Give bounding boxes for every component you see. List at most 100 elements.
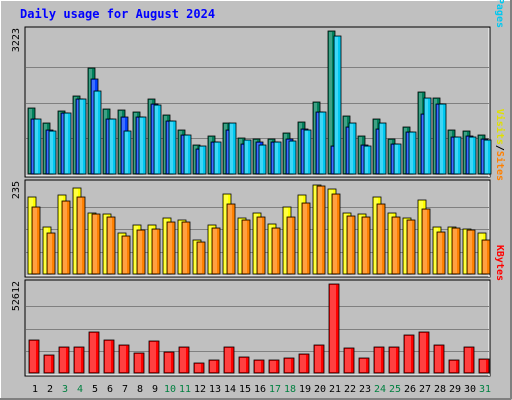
- bar-highlight: [378, 205, 382, 273]
- legend-item: Visits: [494, 109, 506, 145]
- bar-highlight: [164, 116, 167, 173]
- bar-highlight: [60, 348, 66, 372]
- bar-highlight: [479, 234, 483, 273]
- bar-highlight: [377, 130, 380, 173]
- bar-highlight: [422, 115, 425, 173]
- bar-highlight: [62, 114, 65, 173]
- x-tick-label: 16: [254, 384, 266, 395]
- bar-highlight: [318, 187, 322, 273]
- bar-highlight: [314, 103, 317, 173]
- bar-highlight: [200, 147, 203, 173]
- bar-highlight: [374, 198, 378, 273]
- bar-highlight: [210, 361, 216, 372]
- bar-highlight: [74, 189, 78, 273]
- bar-highlight: [395, 145, 398, 173]
- bar-highlight: [59, 112, 62, 173]
- bar-highlight: [347, 128, 350, 173]
- bar-highlight: [168, 223, 172, 273]
- bar-highlight: [78, 198, 82, 273]
- bar-highlight: [198, 243, 202, 273]
- bar-highlight: [134, 113, 137, 173]
- bar-highlight: [345, 349, 351, 372]
- bar-highlight: [362, 146, 365, 173]
- x-tick-label: 4: [77, 384, 83, 395]
- bar-highlight: [89, 214, 93, 273]
- x-tick-label: 7: [122, 384, 128, 395]
- bar-highlight: [164, 219, 168, 273]
- bar-highlight: [153, 230, 157, 273]
- bar-highlight: [329, 190, 333, 273]
- legend-item: KBytes: [494, 245, 505, 281]
- bar-highlight: [299, 123, 302, 173]
- bar-highlight: [407, 133, 410, 173]
- bar-highlight: [404, 128, 407, 173]
- bar-highlight: [285, 359, 291, 372]
- bar-highlight: [389, 214, 393, 273]
- bar-highlight: [450, 361, 456, 372]
- bar-highlight: [45, 356, 51, 372]
- bar-highlight: [123, 237, 127, 273]
- bar-highlight: [230, 124, 233, 173]
- bar-highlight: [470, 138, 473, 173]
- bar-highlight: [419, 201, 423, 273]
- bar-highlight: [239, 219, 243, 273]
- bar-highlight: [269, 140, 272, 173]
- bar-highlight: [120, 346, 126, 372]
- bar-highlight: [392, 145, 395, 173]
- bar-highlight: [59, 196, 63, 273]
- bar-highlight: [348, 217, 352, 273]
- bar-highlight: [240, 358, 246, 372]
- bar-highlight: [92, 80, 95, 173]
- x-tick-label: 10: [164, 384, 176, 395]
- bar-highlight: [425, 99, 428, 173]
- bar-highlight: [245, 141, 248, 173]
- bar-highlight: [483, 241, 487, 273]
- bar-highlight: [435, 346, 441, 372]
- bar-highlight: [44, 124, 47, 173]
- bar-highlight: [239, 139, 242, 173]
- x-tick-label: 14: [224, 384, 236, 395]
- bar-highlight: [420, 333, 426, 372]
- bar-highlight: [329, 32, 332, 173]
- bar-highlight: [333, 195, 337, 273]
- bar-highlight: [303, 204, 307, 273]
- bar-highlight: [224, 195, 228, 273]
- bar-highlight: [272, 143, 275, 173]
- bar-highlight: [284, 134, 287, 173]
- x-tick-label: 11: [179, 384, 191, 395]
- x-tick-label: 25: [389, 384, 401, 395]
- bar-highlight: [363, 218, 367, 273]
- bar-highlight: [254, 140, 257, 173]
- bar-highlight: [228, 205, 232, 273]
- bar-highlight: [119, 234, 123, 273]
- bar-highlight: [224, 124, 227, 173]
- bar-highlight: [270, 361, 276, 372]
- bar-highlight: [137, 118, 140, 173]
- legend-kbytes: KBytes: [494, 245, 505, 281]
- bar-highlight: [227, 131, 230, 173]
- bar-highlight: [74, 97, 77, 173]
- bar-highlight: [258, 218, 262, 273]
- legend-hits-files-pages: Hits/Files/Pages: [494, 0, 506, 28]
- bar-highlight: [135, 354, 141, 372]
- legend-visits-sites: Visits/Sites: [494, 109, 506, 181]
- bar-highlight: [242, 145, 245, 173]
- x-tick-label: 17: [269, 384, 281, 395]
- bar-highlight: [255, 361, 261, 372]
- bar-highlight: [464, 230, 468, 273]
- bar-highlight: [305, 131, 308, 173]
- x-tick-label: 30: [464, 384, 476, 395]
- bar-highlight: [408, 221, 412, 273]
- x-tick-label: 27: [419, 384, 431, 395]
- bar-highlight: [197, 150, 200, 173]
- x-tick-label: 23: [359, 384, 371, 395]
- bar-highlight: [288, 218, 292, 273]
- bar-highlight: [149, 226, 153, 273]
- bar-highlight: [405, 336, 411, 372]
- bar-highlight: [138, 231, 142, 273]
- bar-highlight: [350, 124, 353, 173]
- x-tick-label: 6: [107, 384, 113, 395]
- bar-highlight: [287, 140, 290, 173]
- bar-highlight: [375, 348, 381, 372]
- x-tick-label: 1: [32, 384, 38, 395]
